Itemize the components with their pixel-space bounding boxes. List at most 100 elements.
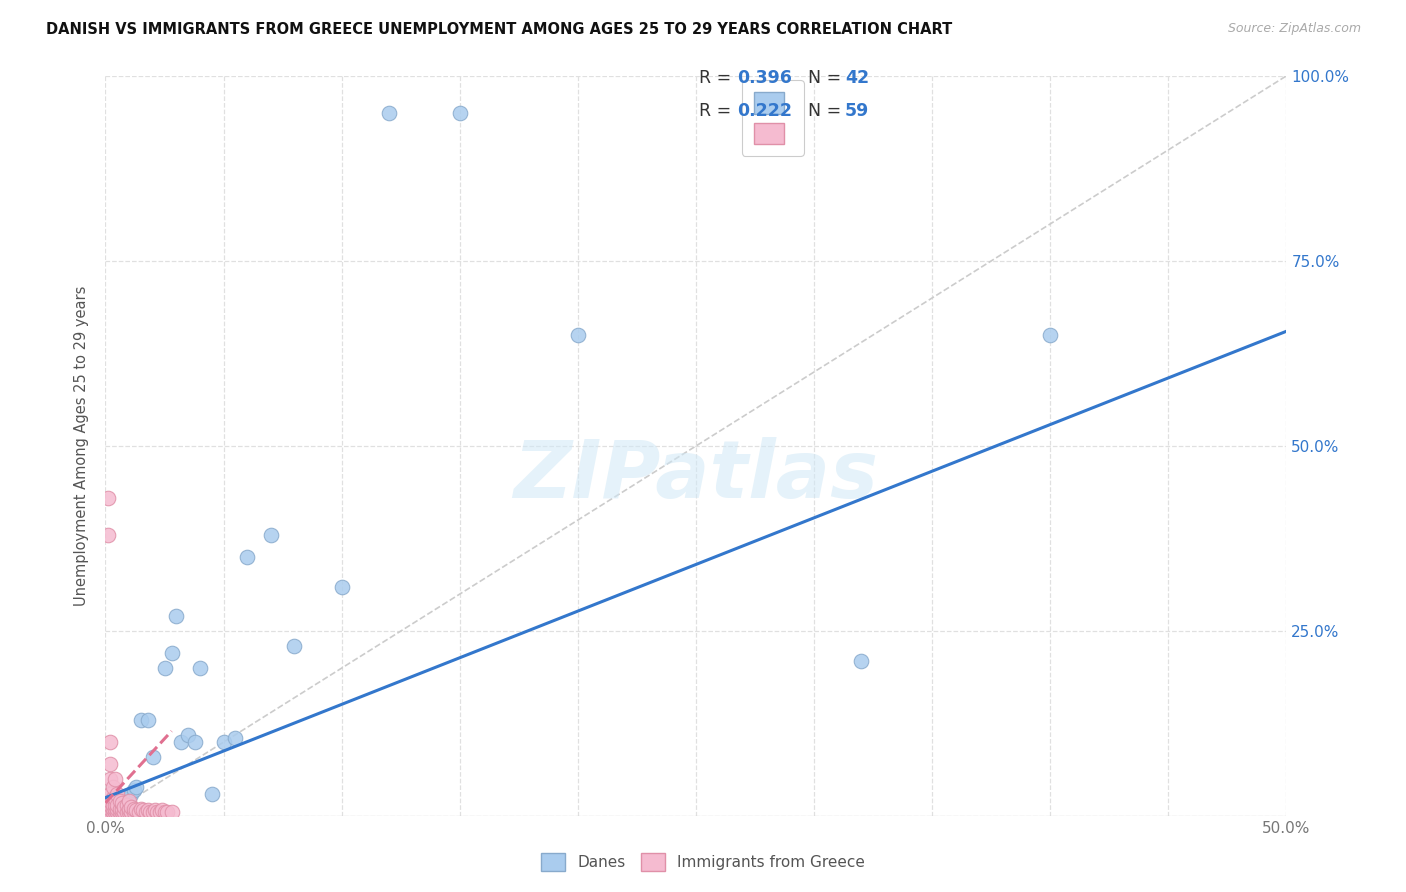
Point: [98, 805, 121, 820]
Point: [105, 787, 128, 801]
Point: [201, 787, 224, 801]
Point: [111, 796, 134, 810]
Point: [449, 105, 471, 120]
Point: [98, 757, 121, 772]
Point: [105, 805, 128, 820]
Text: 0.396: 0.396: [737, 70, 792, 87]
Point: [104, 802, 127, 816]
Text: DANISH VS IMMIGRANTS FROM GREECE UNEMPLOYMENT AMONG AGES 25 TO 29 YEARS CORRELAT: DANISH VS IMMIGRANTS FROM GREECE UNEMPLO…: [46, 22, 953, 37]
Point: [143, 803, 166, 817]
Point: [118, 802, 141, 816]
Legend: Danes, Immigrants from Greece: Danes, Immigrants from Greece: [534, 847, 872, 877]
Point: [260, 528, 283, 542]
Point: [97, 802, 120, 816]
Point: [98, 802, 121, 816]
Point: [101, 800, 124, 814]
Point: [101, 798, 124, 813]
Point: [115, 794, 138, 808]
Point: [111, 805, 134, 820]
Point: [122, 805, 145, 820]
Text: R =: R =: [699, 102, 737, 120]
Point: [98, 735, 121, 749]
Text: 0.222: 0.222: [737, 102, 792, 120]
Point: [122, 783, 145, 797]
Point: [111, 793, 134, 807]
Point: [118, 805, 141, 820]
Point: [105, 802, 128, 816]
Point: [112, 796, 135, 810]
Point: [567, 327, 589, 342]
Point: [97, 805, 120, 820]
Point: [125, 803, 148, 817]
Point: [224, 731, 246, 746]
Point: [142, 805, 165, 820]
Point: [108, 794, 131, 808]
Point: [139, 805, 162, 820]
Point: [142, 750, 165, 764]
Point: [111, 802, 134, 816]
Point: [188, 661, 211, 675]
Point: [150, 803, 173, 817]
Point: [105, 796, 128, 810]
Y-axis label: Unemployment Among Ages 25 to 29 years: Unemployment Among Ages 25 to 29 years: [75, 285, 90, 607]
Point: [104, 772, 127, 787]
Point: [1039, 327, 1062, 342]
Point: [98, 802, 121, 816]
Point: [136, 803, 159, 817]
Point: [115, 798, 138, 813]
Point: [98, 787, 121, 801]
Point: [108, 802, 131, 816]
Point: [115, 805, 138, 820]
Point: [112, 805, 135, 820]
Point: [98, 794, 121, 808]
Point: [111, 798, 134, 813]
Point: [156, 805, 179, 820]
Point: [97, 798, 120, 813]
Point: [105, 798, 128, 813]
Point: [118, 790, 141, 805]
Point: [98, 805, 121, 820]
Point: [283, 639, 305, 653]
Point: [132, 803, 155, 817]
Point: [101, 790, 124, 805]
Point: [125, 780, 148, 794]
Point: [97, 491, 120, 505]
Point: [177, 728, 200, 742]
Point: [378, 105, 401, 120]
Point: [104, 798, 127, 813]
Point: [120, 805, 142, 820]
Text: Source: ZipAtlas.com: Source: ZipAtlas.com: [1227, 22, 1361, 36]
Point: [97, 805, 120, 820]
Point: [120, 787, 142, 801]
Point: [104, 803, 127, 817]
Point: [101, 805, 124, 820]
Point: [153, 805, 176, 820]
Point: [108, 805, 131, 820]
Point: [101, 803, 124, 817]
Point: [104, 805, 127, 820]
Text: 42: 42: [845, 70, 869, 87]
Point: [108, 794, 131, 808]
Point: [212, 735, 235, 749]
Text: N =: N =: [797, 70, 846, 87]
Legend: , : ,: [742, 80, 804, 156]
Point: [149, 805, 172, 820]
Point: [135, 805, 157, 820]
Point: [108, 800, 131, 814]
Point: [184, 735, 207, 749]
Text: N =: N =: [797, 102, 846, 120]
Point: [98, 772, 121, 787]
Point: [101, 802, 124, 816]
Point: [98, 798, 121, 813]
Point: [118, 794, 141, 808]
Point: [122, 802, 145, 816]
Point: [128, 805, 150, 820]
Point: [129, 802, 152, 816]
Text: 59: 59: [845, 102, 869, 120]
Point: [101, 805, 124, 820]
Point: [165, 609, 187, 624]
Point: [129, 713, 152, 727]
Text: R =: R =: [699, 70, 737, 87]
Point: [330, 580, 353, 594]
Point: [170, 735, 193, 749]
